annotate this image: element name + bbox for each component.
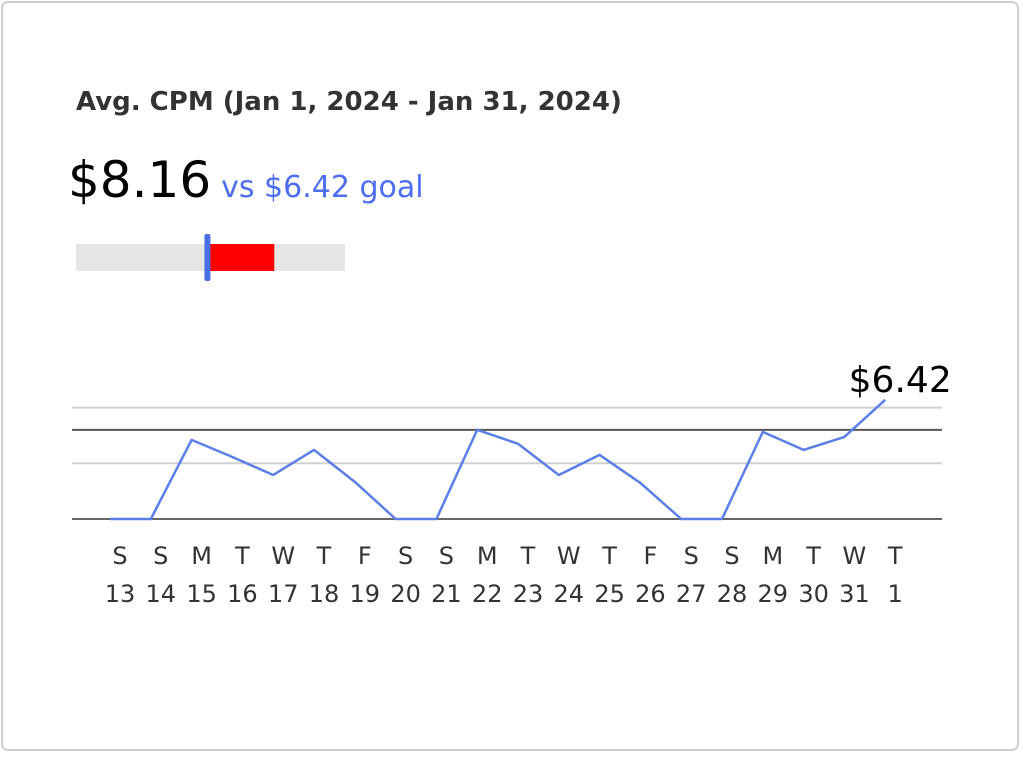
x-tick-weekday: T	[316, 542, 332, 570]
x-tick-weekday: T	[520, 542, 536, 570]
metric-value: $8.16	[68, 151, 211, 209]
x-tick-weekday: S	[439, 542, 454, 570]
x-tick-day: 19	[350, 580, 381, 608]
x-tick-weekday: W	[843, 542, 867, 570]
series-line	[110, 398, 887, 521]
goal-text: vs $6.42 goal	[221, 170, 423, 205]
x-tick-day: 28	[717, 580, 748, 608]
x-tick-day: 20	[390, 580, 421, 608]
x-tick-day: 31	[839, 580, 870, 608]
x-tick-day: 27	[676, 580, 707, 608]
x-tick-day: 13	[105, 580, 136, 608]
x-tick-day: 29	[758, 580, 789, 608]
x-tick-weekday: T	[887, 542, 903, 570]
x-tick-day: 15	[186, 580, 217, 608]
x-tick-weekday: M	[762, 542, 783, 570]
x-tick-weekday: M	[191, 542, 212, 570]
x-tick-weekday: S	[153, 542, 168, 570]
x-tick-weekday: T	[805, 542, 821, 570]
data-label: $6.42	[849, 360, 952, 401]
x-tick-weekday: S	[112, 542, 127, 570]
x-tick-day: 30	[798, 580, 829, 608]
x-tick-weekday: S	[724, 542, 739, 570]
x-tick-day: 14	[146, 580, 177, 608]
x-tick-day: 26	[635, 580, 666, 608]
widget-title: Avg. CPM (Jan 1, 2024 - Jan 31, 2024)	[76, 87, 622, 117]
x-tick-weekday: F	[358, 542, 372, 570]
x-tick-weekday: W	[271, 542, 295, 570]
x-tick-day: 21	[431, 580, 462, 608]
x-tick-weekday: S	[398, 542, 413, 570]
x-tick-day: 24	[554, 580, 585, 608]
x-tick-weekday: F	[643, 542, 657, 570]
x-tick-day: 18	[309, 580, 340, 608]
x-tick-weekday: T	[601, 542, 617, 570]
x-tick-weekday: M	[477, 542, 498, 570]
x-tick-weekday: S	[684, 542, 699, 570]
x-tick-day: 25	[594, 580, 625, 608]
x-tick-day: 23	[513, 580, 544, 608]
x-tick-weekday: T	[234, 542, 250, 570]
x-tick-day: 22	[472, 580, 503, 608]
x-tick-weekday: W	[557, 542, 581, 570]
goal-marker	[204, 234, 211, 281]
x-tick-day: 17	[268, 580, 299, 608]
x-tick-day: 1	[888, 580, 903, 608]
bullet-bar	[207, 244, 275, 271]
x-tick-day: 16	[227, 580, 258, 608]
